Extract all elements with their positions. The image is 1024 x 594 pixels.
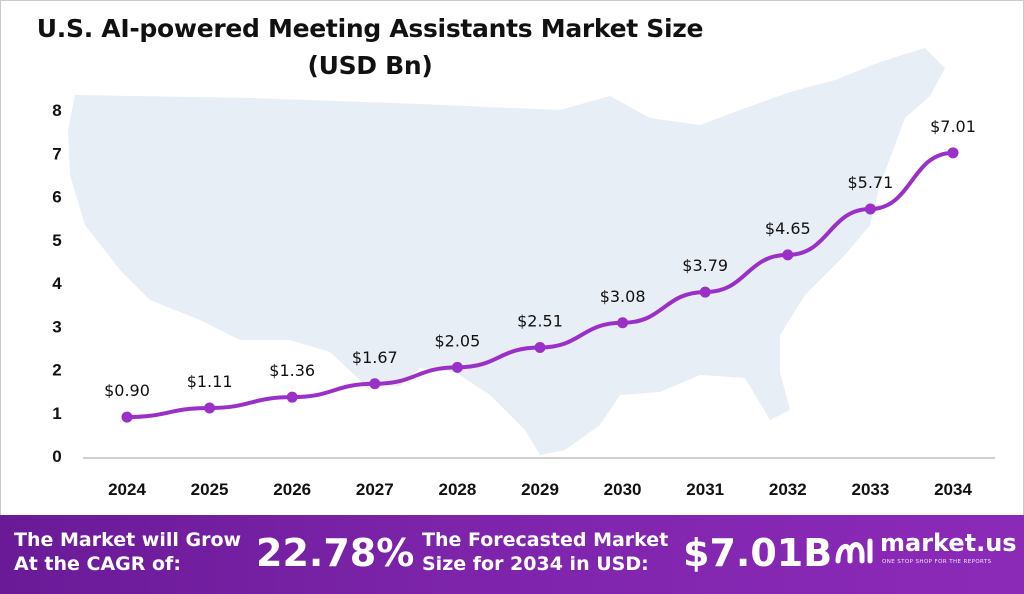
line-chart: 0 1 2 3 4 5 6 7 8 2024 2025 2026 2027 2028 2029 2030 203… (52, 48, 995, 499)
data-point (451, 361, 463, 373)
data-label: $5.71 (847, 173, 893, 192)
y-tick-label: 7 (52, 144, 61, 163)
data-point (617, 317, 629, 329)
data-point (947, 147, 959, 159)
brand-tagline: ONE STOP SHOP FOR THE REPORTS (882, 559, 992, 565)
x-tick-label: 2028 (438, 480, 476, 499)
y-tick-label: 1 (52, 404, 61, 423)
y-tick-label: 2 (52, 361, 61, 380)
x-tick-label: 2025 (191, 480, 229, 499)
data-label: $0.90 (104, 381, 150, 400)
x-tick-label: 2027 (356, 480, 394, 499)
data-label: $4.65 (765, 219, 811, 238)
x-tick-label: 2033 (851, 480, 889, 499)
market-us-logo-icon (835, 538, 873, 564)
data-label: $3.08 (600, 287, 646, 306)
forecast-caption: The Forecasted Market Size for 2034 in U… (422, 528, 668, 576)
chart-title-line1: U.S. AI-powered Meeting Assistants Marke… (36, 14, 704, 43)
forecast-caption-line2: Size for 2034 in USD: (422, 553, 649, 575)
x-tick-label: 2032 (769, 480, 807, 499)
x-tick-label: 2031 (686, 480, 724, 499)
forecast-caption-line1: The Forecasted Market (422, 529, 669, 551)
data-point (369, 378, 381, 390)
cagr-caption-line1: The Market will Grow (14, 529, 242, 551)
x-tick-label: 2029 (521, 480, 559, 499)
chart-title-line2: (USD Bn) (307, 51, 433, 80)
cagr-caption: The Market will Grow At the CAGR of: (14, 528, 241, 576)
y-tick-label: 3 (52, 317, 61, 336)
data-label: $2.05 (434, 331, 480, 350)
us-map-silhouette-icon (68, 48, 945, 455)
x-tick-label: 2024 (108, 480, 146, 499)
y-tick-label: 0 (52, 447, 61, 466)
data-label: $1.67 (352, 348, 398, 367)
data-label: $7.01 (930, 117, 976, 136)
cagr-value: 22.78% (256, 531, 415, 575)
data-point (699, 286, 711, 298)
y-tick-label: 5 (52, 231, 61, 250)
data-point (204, 402, 216, 414)
x-tick-label: 2034 (934, 480, 972, 499)
summary-banner: The Market will Grow At the CAGR of: 22.… (0, 515, 1024, 594)
data-label: $1.11 (187, 372, 233, 391)
data-label: $3.79 (682, 256, 728, 275)
cagr-caption-line2: At the CAGR of: (14, 553, 181, 575)
data-point (286, 391, 298, 403)
series-line (125, 150, 955, 420)
x-tick-label: 2026 (273, 480, 311, 499)
y-tick-label: 4 (52, 274, 62, 293)
data-point (534, 341, 546, 353)
data-point (782, 249, 794, 261)
chart-title: U.S. AI-powered Meeting Assistants Marke… (10, 10, 730, 84)
forecast-value: $7.01B (683, 531, 833, 575)
y-tick-label: 8 (52, 101, 61, 120)
data-point (121, 411, 133, 423)
brand-name[interactable]: market.us (880, 529, 1017, 557)
data-label: $2.51 (517, 311, 563, 330)
y-tick-label: 6 (52, 188, 61, 207)
x-tick-label: 2030 (604, 480, 642, 499)
data-point (864, 203, 876, 215)
data-label: $1.36 (269, 361, 315, 380)
